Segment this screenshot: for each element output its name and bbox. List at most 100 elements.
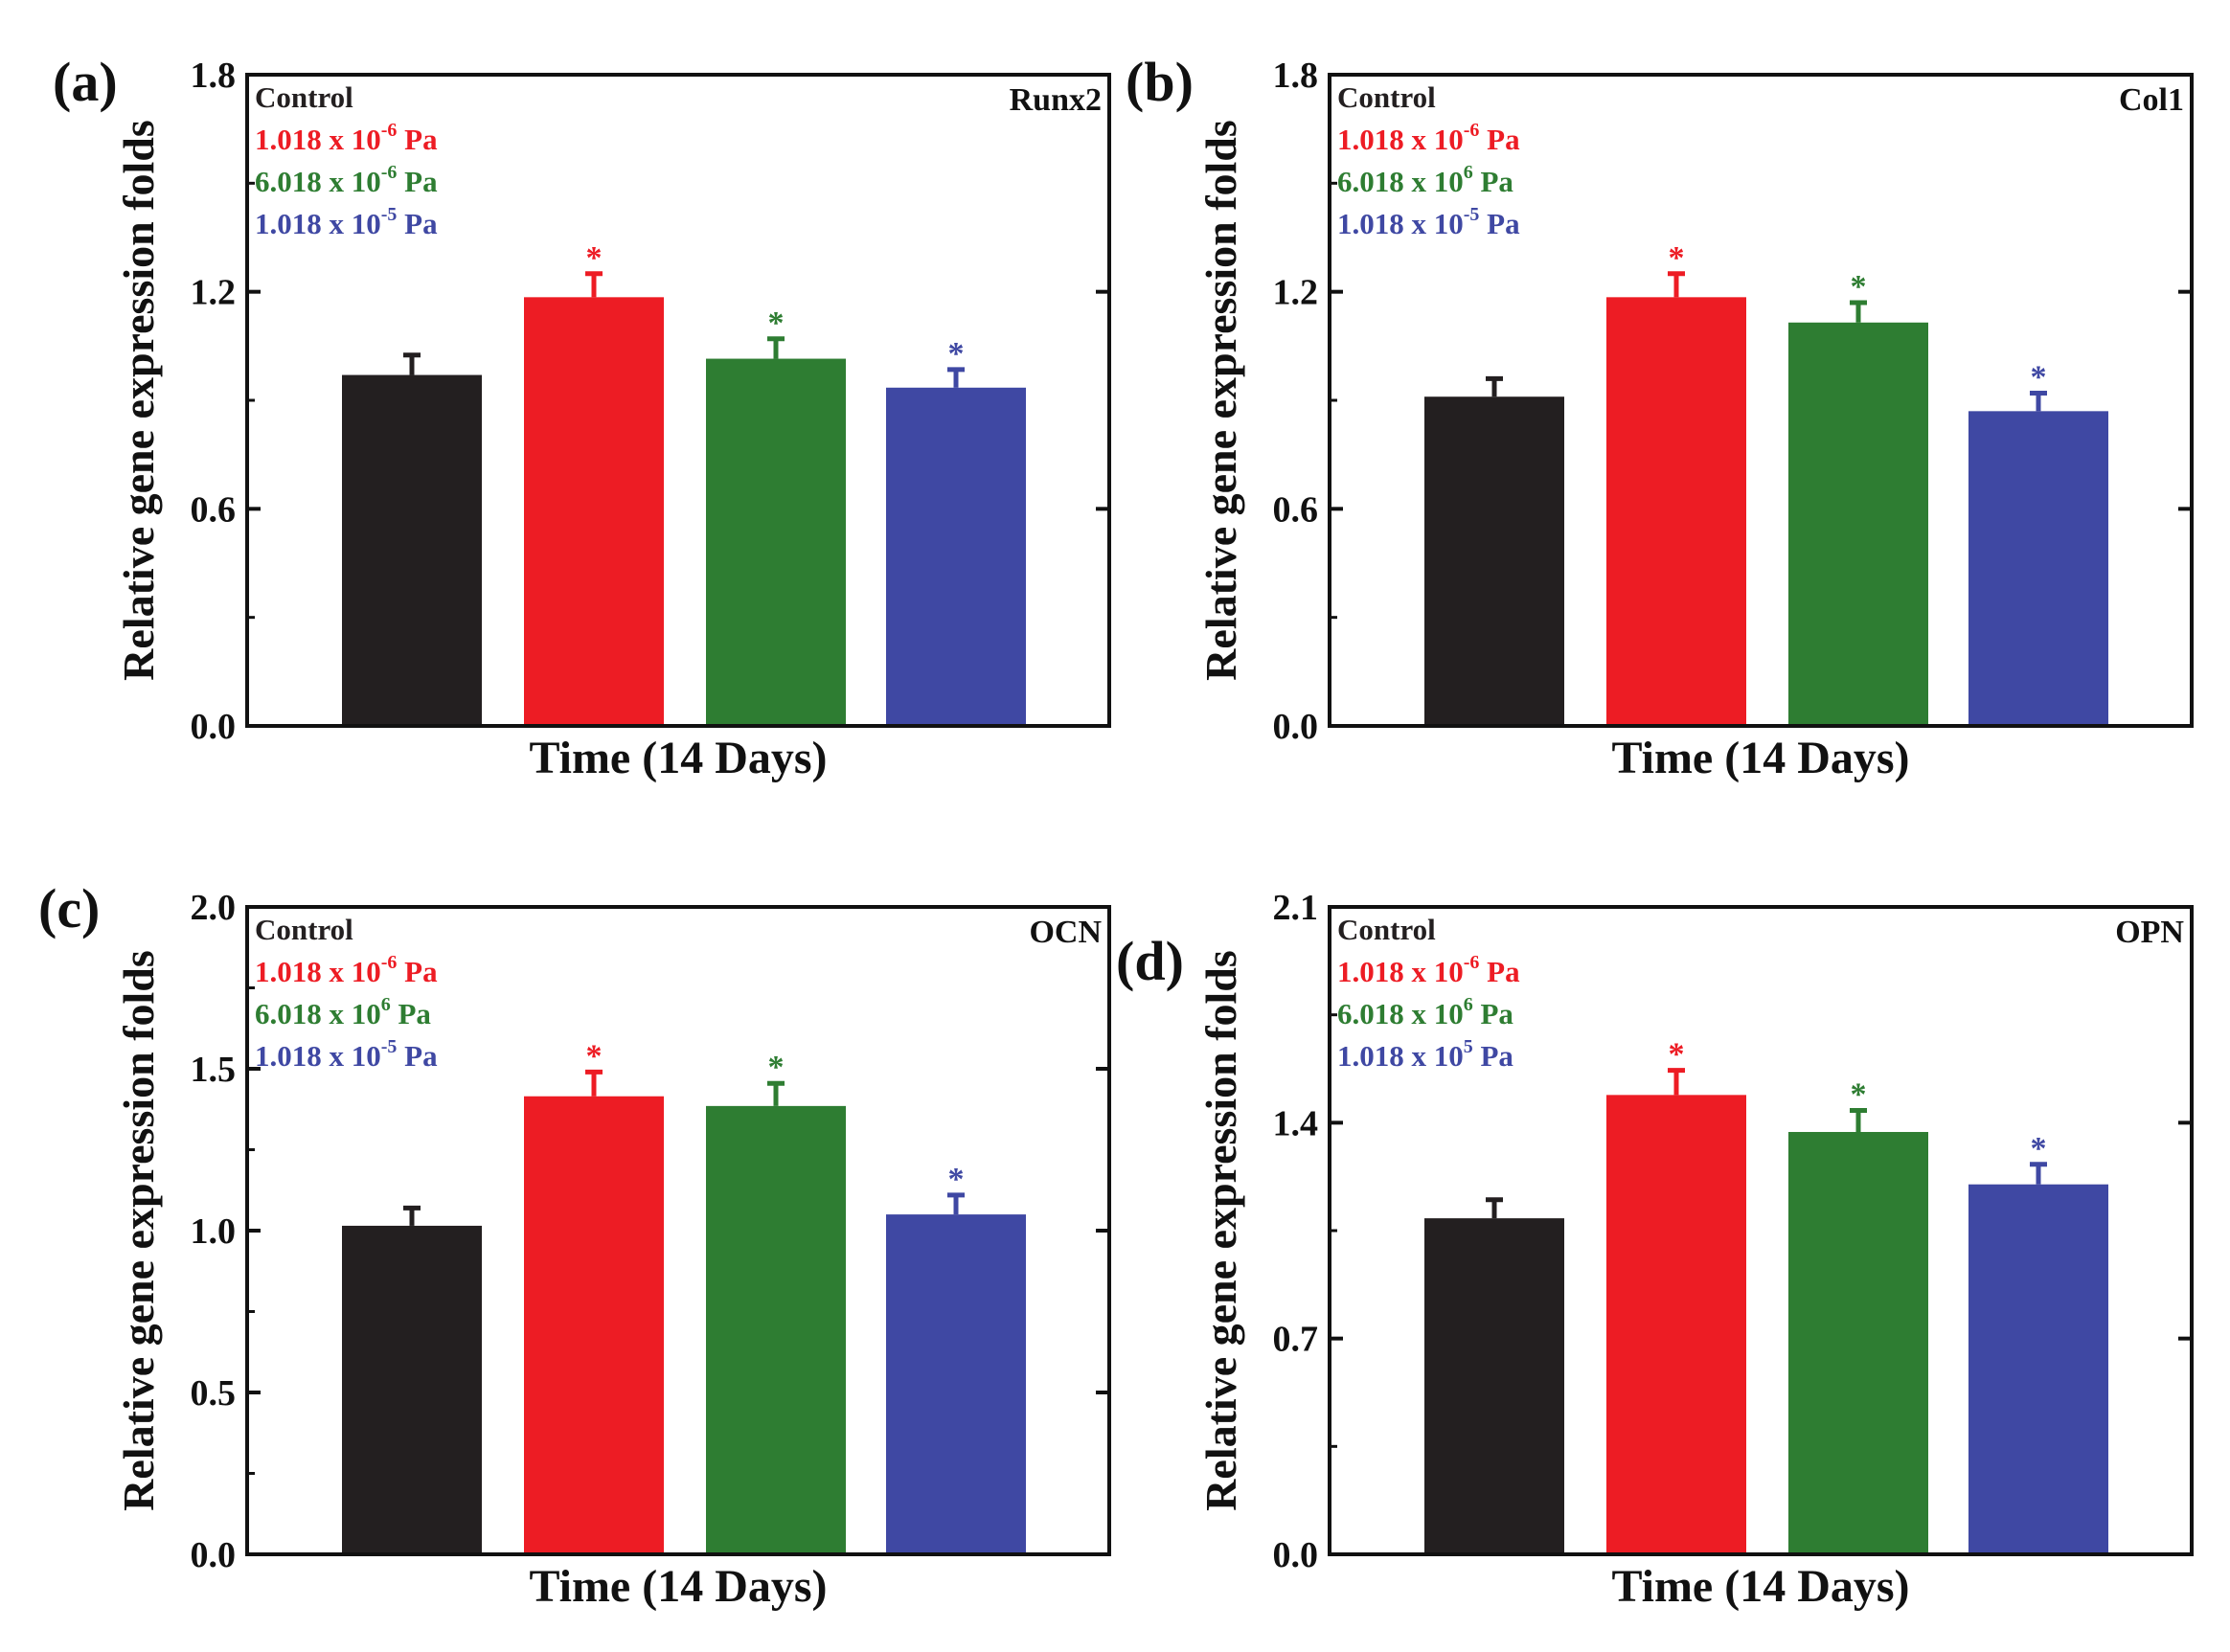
significance-star: * [1669,240,1685,276]
legend-unit: Pa [397,1039,438,1073]
legend-entry: 1.018 x 10-6 Pa [1337,951,1520,993]
gene-label: Runx2 [1009,82,1102,118]
legend-entry-text: 1.018 x 10 [1337,955,1464,988]
y-tick-label: 0.0 [1273,707,1319,747]
chart-svg: * * * 0.0 0.6 1.2 1.8 [1273,56,2194,747]
panel-label: (c) [38,877,101,939]
x-axis-label: Time (14 Days) [529,733,828,783]
y-axis-label: Relative gene expression folds [114,950,163,1511]
y-tick-label: 0.0 [191,707,237,747]
y-tick-label: 1.2 [191,273,237,313]
legend-entry: Control [1337,909,1520,951]
x-axis-label: Time (14 Days) [1611,1561,1910,1612]
legend-unit: Pa [1472,165,1513,198]
y-tick-label: 0.7 [1273,1320,1319,1360]
significance-star: * [1851,269,1867,305]
gene-label: OCN [1029,915,1102,950]
legend-exponent: -5 [380,1036,398,1057]
legend-exponent: -6 [1463,120,1480,141]
legend-unit: Pa [1472,1039,1513,1073]
legend-unit: Pa [1479,207,1520,240]
significance-star: * [1851,1076,1867,1112]
bar [886,1214,1026,1554]
legend: Control 1.018 x 10-6 Pa 6.018 x 106 Pa 1.01… [1337,909,1520,1077]
bar [524,297,664,726]
y-axis-label: Relative gene expression folds [1196,950,1245,1511]
bar [1968,411,2108,726]
legend-entry-text: 6.018 x 10 [255,997,381,1030]
legend-entry: Control [255,77,438,119]
y-tick-label: 0.6 [191,489,237,530]
legend-exponent: 6 [380,994,391,1015]
legend-entry-text: 1.018 x 10 [255,955,381,988]
legend-entry-text: 6.018 x 10 [255,165,381,198]
bar [886,387,1026,726]
chart-panel-b: * * * 0.0 0.6 1.2 1.8 (b) Col1 Control 1.018 x 10-… [1082,0,2222,824]
y-axis-label: Relative gene expression folds [1196,120,1245,681]
significance-star: * [2031,359,2047,395]
y-tick-label: 1.8 [1273,56,1319,96]
y-tick-label: 0.0 [191,1535,237,1575]
legend-exponent: -6 [380,120,398,141]
y-tick-label: 0.6 [1273,489,1319,530]
legend-entry: 1.018 x 10-5 Pa [1337,203,1520,245]
bar [1968,1184,2108,1554]
y-tick-label: 1.4 [1273,1103,1319,1143]
legend-entry-text: Control [1337,913,1436,946]
legend-entry-text: 1.018 x 10 [255,207,381,240]
legend-exponent: -5 [1463,204,1480,225]
legend-entry: 1.018 x 10-5 Pa [255,203,438,245]
legend-exponent: -6 [380,952,398,973]
chart-panel-c: * * * 0.0 0.5 1.0 1.5 2.0 (c) OCN Control 1.018 x 1… [0,828,1140,1652]
legend-unit: Pa [397,955,438,988]
legend-unit: Pa [397,165,438,198]
bar [342,374,482,726]
legend-entry-text: 1.018 x 10 [1337,123,1464,156]
significance-star: * [586,240,603,276]
legend-entry: Control [1337,77,1520,119]
legend-entry-text: 6.018 x 10 [1337,997,1464,1030]
bar [1424,396,1564,726]
legend-entry-text: 1.018 x 10 [1337,207,1464,240]
y-tick-label: 0.0 [1273,1535,1319,1575]
bar [1788,1131,1928,1554]
significance-star: * [768,1050,785,1085]
legend: Control 1.018 x 10-6 Pa 6.018 x 10 -6 Pa 1.0… [255,77,438,245]
chart-svg: * * * 0.0 0.7 1.4 2.1 [1273,888,2194,1575]
legend-exponent: -5 [380,204,398,225]
y-axis-label: Relative gene expression folds [114,120,163,681]
bar [524,1096,664,1554]
x-axis-label: Time (14 Days) [1611,733,1910,783]
significance-star: * [768,306,785,341]
y-tick-label: 1.2 [1273,273,1319,313]
legend-unit: Pa [1479,955,1520,988]
chart-svg: * * * 0.0 0.6 1.2 1.8 [191,56,1111,747]
legend-entry: 1.018 x 10-6 Pa [255,119,438,161]
significance-star: * [1669,1037,1685,1073]
bar [1606,297,1746,726]
panel-label: (d) [1116,930,1184,992]
legend: Control 1.018 x 10-6 Pa 6.018 x 106 Pa 1.01… [255,909,438,1077]
significance-star: * [948,336,965,372]
legend-entry-text: Control [255,913,353,946]
bar [706,1105,846,1554]
panel-label: (a) [53,51,118,113]
legend-unit: Pa [1479,123,1520,156]
chart-svg: * * * 0.0 0.5 1.0 1.5 2.0 [191,888,1111,1575]
bar [342,1225,482,1554]
legend-unit: Pa [390,997,431,1030]
y-tick-label: 1.8 [191,56,237,96]
significance-star: * [586,1038,603,1074]
y-tick-label: 1.5 [191,1050,237,1090]
legend-entry-text: 1.018 x 10 [255,123,381,156]
significance-star: * [948,1162,965,1197]
legend-entry-text: 6.018 x 10 [1337,165,1464,198]
legend-entry: 1.018 x 10-6 Pa [1337,119,1520,161]
legend-entry-text: 1.018 x 10 [255,1039,381,1073]
y-tick-label: 2.0 [191,888,237,928]
x-axis-label: Time (14 Days) [529,1561,828,1612]
legend: Control 1.018 x 10-6 Pa 6.018 x 106 Pa 1.01… [1337,77,1520,245]
legend-entry-text: Control [1337,80,1436,114]
bar [1788,322,1928,726]
